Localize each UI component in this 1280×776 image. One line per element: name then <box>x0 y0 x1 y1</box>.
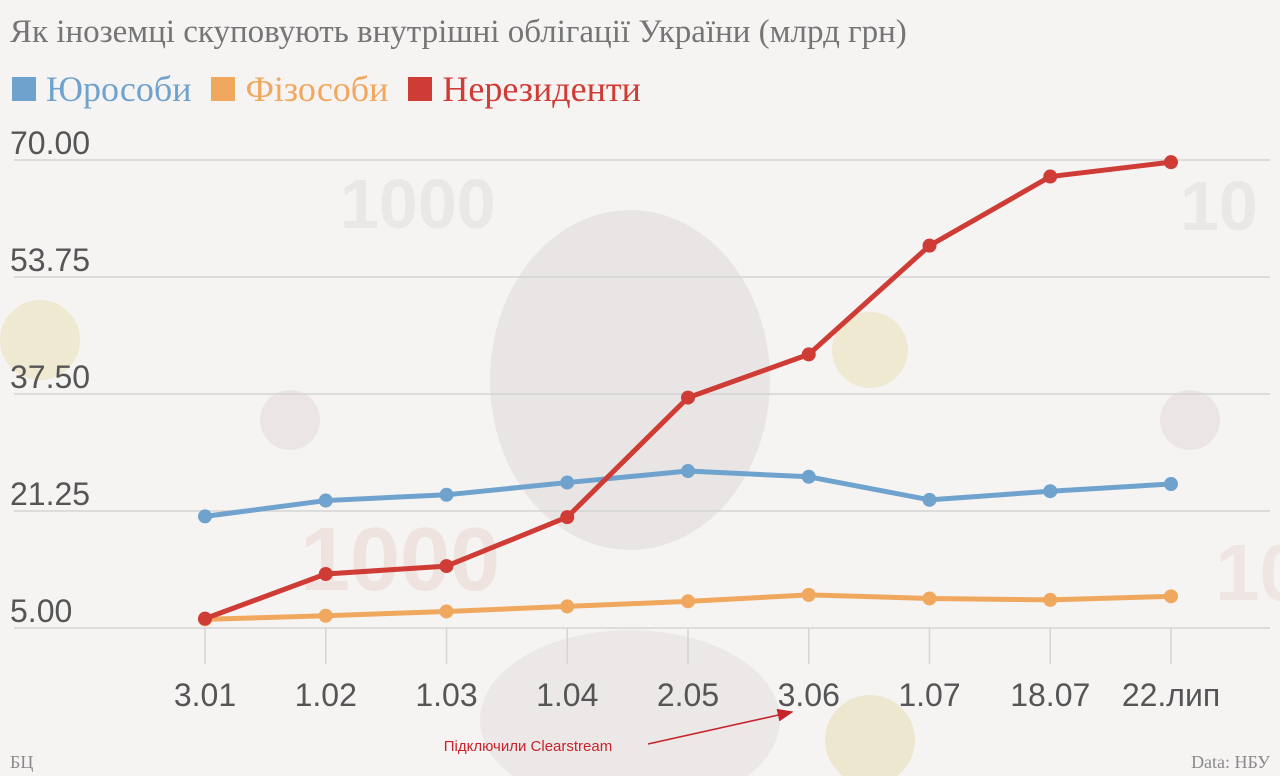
data-point <box>560 475 575 490</box>
legend-swatch <box>12 77 36 101</box>
data-point <box>922 492 937 507</box>
data-point <box>1043 592 1058 607</box>
data-point <box>801 347 816 362</box>
legend-label: Нерезиденти <box>442 69 641 109</box>
data-point <box>198 509 212 524</box>
data-point <box>801 587 816 602</box>
chart-legend: Юрособи Фізособи Нерезиденти <box>12 68 661 110</box>
data-point <box>681 464 695 479</box>
data-point <box>439 604 454 619</box>
chart-title: Як іноземці скуповують внутрішні облігац… <box>10 14 907 50</box>
data-point <box>1164 589 1178 604</box>
svg-text:10: 10 <box>1215 528 1280 617</box>
x-tick-label: 1.07 <box>898 677 960 713</box>
source-right: Data: НБУ <box>1191 752 1270 772</box>
x-tick-label: 3.06 <box>778 677 840 713</box>
x-tick-label: 1.03 <box>415 677 477 713</box>
data-point <box>439 559 454 574</box>
x-tick-label: 1.02 <box>295 677 357 713</box>
data-point <box>560 510 575 525</box>
data-point <box>1164 477 1178 491</box>
data-point <box>681 594 695 609</box>
x-tick-label: 2.05 <box>657 677 719 713</box>
series-line <box>202 159 1174 622</box>
legend-item: Нерезиденти <box>408 68 641 110</box>
y-tick-label: 37.50 <box>10 359 90 395</box>
legend-swatch <box>408 77 433 101</box>
annotation-arrow <box>647 708 794 745</box>
x-tick-label: 18.07 <box>1010 677 1090 713</box>
source-left: БЦ <box>10 752 33 772</box>
data-point <box>922 591 937 606</box>
data-point <box>1164 155 1178 170</box>
legend-label: Фізособи <box>245 69 389 109</box>
y-tick-label: 21.25 <box>10 476 90 512</box>
annotation-label: Підключили Clearstream <box>444 738 612 755</box>
legend-item: Фізособи <box>211 68 388 110</box>
svg-text:1000: 1000 <box>340 165 496 243</box>
x-tick-label: 22.лип <box>1122 677 1220 713</box>
data-point <box>1043 169 1058 184</box>
svg-text:10: 10 <box>1180 167 1258 245</box>
y-tick-label: 53.75 <box>10 242 90 278</box>
data-point <box>318 493 333 508</box>
data-point <box>198 611 212 626</box>
data-point <box>922 238 937 253</box>
legend-item: Юрособи <box>12 68 191 110</box>
x-tick-label: 1.04 <box>536 677 598 713</box>
legend-swatch <box>211 77 236 101</box>
data-point <box>560 599 575 614</box>
data-point <box>318 608 333 623</box>
data-point <box>318 567 333 581</box>
data-point <box>801 469 816 484</box>
y-tick-label: 70.00 <box>10 125 90 161</box>
data-point <box>439 487 454 502</box>
y-tick-label: 5.00 <box>10 593 72 629</box>
x-tick-label: 3.01 <box>174 677 236 713</box>
data-point <box>1043 484 1058 499</box>
data-point <box>681 390 695 405</box>
legend-label: Юрособи <box>46 69 192 109</box>
